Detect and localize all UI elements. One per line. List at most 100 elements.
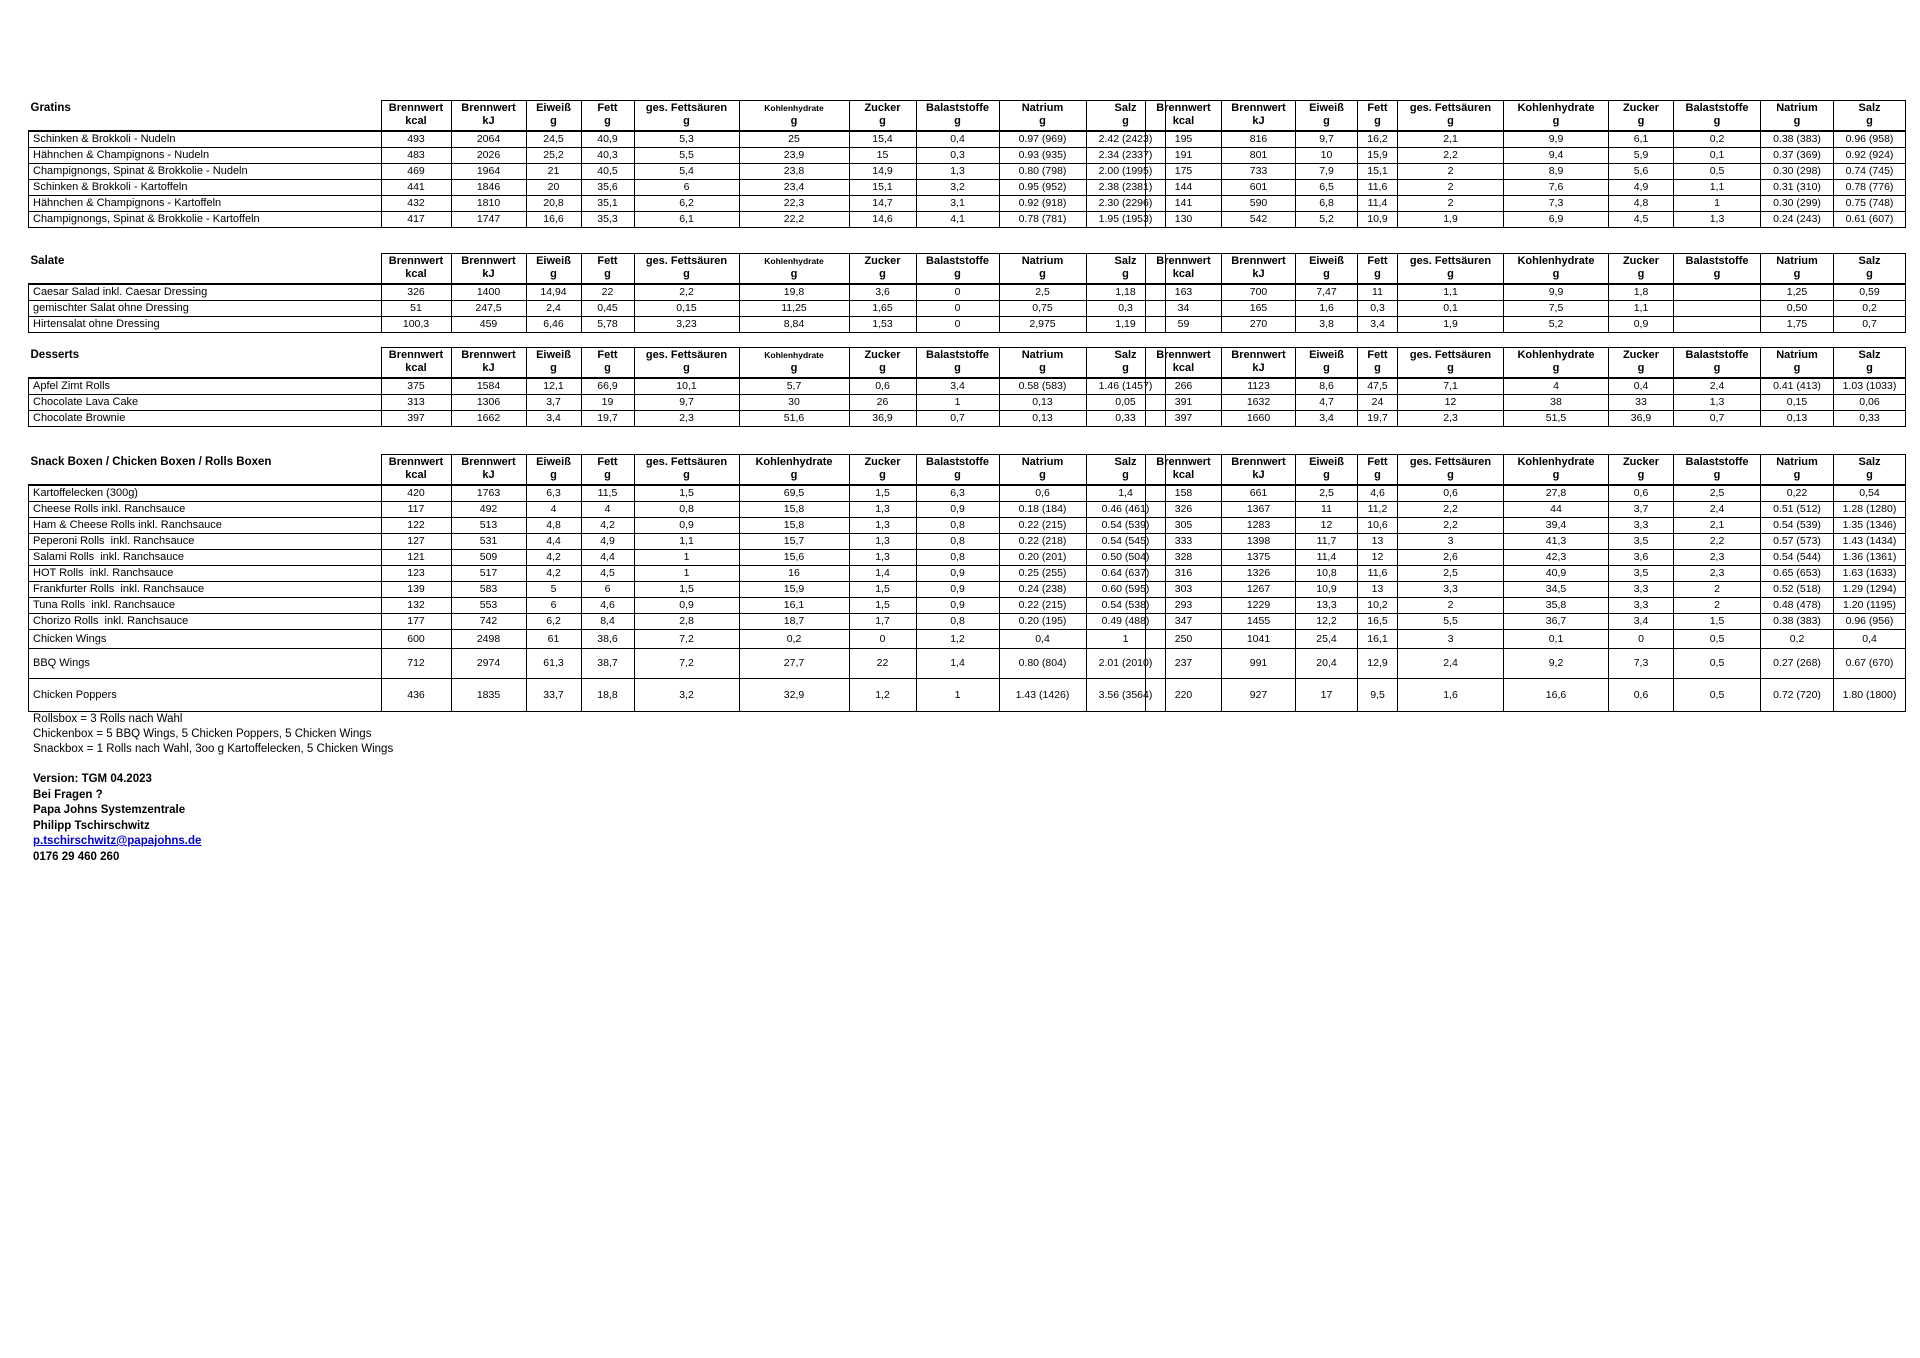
col-header-natrium-g: Natrium g — [998, 100, 1087, 132]
value-cell: 5,5 — [1397, 612, 1504, 630]
value-cell: 2,3 — [1673, 564, 1761, 582]
value-cell: 4 — [525, 500, 582, 518]
item-name: Chorizo Rolls inkl. Ranchsauce — [28, 612, 382, 630]
value-cell: 9,7 — [633, 393, 740, 411]
value-cell: 0.74 (745) — [1833, 162, 1906, 180]
value-cell: 1,53 — [848, 315, 917, 333]
value-cell: 100,3 — [380, 315, 452, 333]
value-cell: 3,5 — [1608, 532, 1674, 550]
value-cell: 2974 — [450, 647, 527, 679]
value-cell: 0,8 — [633, 500, 740, 518]
value-cell: 0.38 (383) — [1760, 612, 1834, 630]
table-row-champignongs-spinat-brokkolie-nudeln: Champignongs, Spinat & Brokkolie - Nudel… — [28, 162, 1166, 180]
value-cell: 2,2 — [1397, 500, 1504, 518]
col-header-balaststoffe-g: Balaststoffe g — [915, 347, 1000, 379]
value-cell: 20,4 — [1295, 647, 1358, 679]
value-cell: 0,15 — [633, 299, 740, 317]
value-cell: 0,8 — [915, 548, 1000, 566]
value-cell: 6,9 — [1503, 210, 1609, 228]
value-cell: 1,5 — [848, 580, 917, 598]
col-header-brennwert-kcal: Brennwert kcal — [380, 454, 452, 486]
value-cell: 3,4 — [915, 377, 1000, 395]
value-cell: 303 — [1145, 580, 1222, 598]
table-row-h-hnchen-champignons-kartoffeln: 141 590 6,8 11,4 2 7,3 4,8 1 0.30 (299) 0.75 (748… — [1145, 194, 1906, 212]
value-cell: 11,6 — [1357, 178, 1398, 196]
value-cell: 1,3 — [848, 532, 917, 550]
value-cell: 3 — [1397, 628, 1504, 649]
email-link[interactable]: p.tschirschwitz@papajohns.de — [33, 835, 202, 847]
value-cell: 0 — [915, 299, 1000, 317]
col-header-natrium-g: Natrium g — [1760, 253, 1834, 285]
table-row-gemischter-salat-ohne-dressing: gemischter Salat ohne Dressing 51 247,5 2,4… — [28, 299, 1166, 317]
col-header-fett-g: Fett g — [1357, 100, 1398, 132]
value-cell: 742 — [450, 612, 527, 630]
value-cell: 1,7 — [848, 612, 917, 630]
value-cell: 420 — [380, 484, 452, 502]
value-cell: 5,4 — [633, 162, 740, 180]
value-cell: 0,9 — [1608, 315, 1674, 333]
value-cell: 51,6 — [738, 409, 850, 427]
table-row-champignongs-spinat-brokkolie-nudeln: 175 733 7,9 15,1 2 8,9 5,6 0,5 0.30 (298) 0.74 (7… — [1145, 162, 1906, 180]
value-cell — [1673, 315, 1761, 333]
value-cell: 20 — [525, 178, 582, 196]
col-header-kohlenhydrate-g: Kohlenhydrate g — [1503, 100, 1609, 132]
value-cell: 3,8 — [1295, 315, 1358, 333]
value-cell: 13 — [1357, 580, 1398, 598]
value-cell: 0,4 — [1608, 377, 1674, 395]
table-row-apfel-zimt-rolls: 266 1123 8,6 47,5 7,1 4 0,4 2,4 0.41 (413) 1.03 (… — [1145, 377, 1906, 395]
value-cell: 0.61 (607) — [1833, 210, 1906, 228]
value-cell: 250 — [1145, 628, 1222, 649]
value-cell: 10,8 — [1295, 564, 1358, 582]
item-name: Ham & Cheese Rolls inkl. Ranchsauce — [28, 516, 382, 534]
table-row-h-hnchen-champignons-nudeln: 191 801 10 15,9 2,2 9,4 5,9 0,1 0.37 (369) 0.92 (… — [1145, 146, 1906, 164]
value-cell: 163 — [1145, 283, 1222, 301]
value-cell: 1,6 — [1295, 299, 1358, 317]
value-cell: 2 — [1397, 162, 1504, 180]
value-cell: 3,4 — [1608, 612, 1674, 630]
value-cell: 661 — [1221, 484, 1296, 502]
value-cell: 127 — [380, 532, 452, 550]
value-cell: 7,5 — [1503, 299, 1609, 317]
value-cell: 3,3 — [1608, 516, 1674, 534]
value-cell: 5,2 — [1503, 315, 1609, 333]
value-cell: 7,9 — [1295, 162, 1358, 180]
value-cell: 141 — [1145, 194, 1222, 212]
value-cell — [1673, 299, 1761, 317]
value-cell: 12 — [1357, 548, 1398, 566]
table-row-schinken-brokkoli-nudeln: Schinken & Brokkoli - Nudeln 493 2064 24,5 4… — [28, 130, 1166, 148]
value-cell: 2 — [1673, 596, 1761, 614]
value-cell: 15,4 — [848, 130, 917, 148]
snack-boxen-table-per-portion: Brennwert kcal Brennwert kJ Eiweiß g Fett g ges.… — [1145, 454, 1906, 712]
value-cell: 61 — [525, 628, 582, 649]
value-cell: 3,6 — [1608, 548, 1674, 566]
value-cell: 34,5 — [1503, 580, 1609, 598]
value-cell: 3,3 — [1608, 580, 1674, 598]
value-cell: 1835 — [450, 677, 527, 712]
value-cell: 0.51 (512) — [1760, 500, 1834, 518]
value-cell: 1,3 — [915, 162, 1000, 180]
value-cell: 16 — [738, 564, 850, 582]
value-cell: 15,9 — [738, 580, 850, 598]
col-header-zucker-g: Zucker g — [1608, 100, 1674, 132]
value-cell: 316 — [1145, 564, 1222, 582]
value-cell: 0.22 (215) — [998, 516, 1087, 534]
value-cell: 117 — [380, 500, 452, 518]
value-cell: 16,5 — [1357, 612, 1398, 630]
value-cell: 1,3 — [848, 500, 917, 518]
value-cell: 24,5 — [525, 130, 582, 148]
col-header-zucker-g: Zucker g — [848, 100, 917, 132]
value-cell: 2,3 — [1673, 548, 1761, 566]
value-cell: 397 — [380, 409, 452, 427]
value-cell: 1846 — [450, 178, 527, 196]
value-cell: 0,13 — [998, 393, 1087, 411]
value-cell: 5,7 — [738, 377, 850, 395]
value-cell: 441 — [380, 178, 452, 196]
value-cell: 0.96 (956) — [1833, 612, 1906, 630]
value-cell: 15,9 — [1357, 146, 1398, 164]
value-cell: 1.80 (1800) — [1833, 677, 1906, 712]
table-row-kartoffelecken-300g: Kartoffelecken (300g) 420 1763 6,3 11,5 1,5 69… — [28, 484, 1166, 502]
table-row-ham-cheese-rolls-inkl-ranchsauce: 305 1283 12 10,6 2,2 39,4 3,3 2,1 0.54 (539) 1.35… — [1145, 516, 1906, 534]
col-header-eiwei-g: Eiweiß g — [525, 100, 582, 132]
value-cell: 22,2 — [738, 210, 850, 228]
value-cell: 12,1 — [525, 377, 582, 395]
